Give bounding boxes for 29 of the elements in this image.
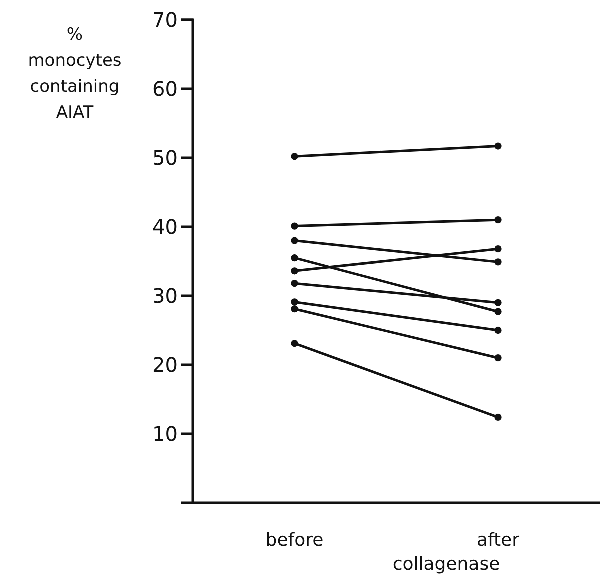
y-axis-title: % monocytes containing AIAT	[28, 25, 122, 123]
point	[494, 216, 502, 224]
point	[291, 153, 298, 160]
y-tick-label: 50	[152, 146, 178, 170]
point	[291, 340, 298, 348]
point	[494, 258, 502, 266]
point	[494, 414, 502, 421]
point	[291, 268, 298, 275]
y-tick-label: 40	[152, 215, 178, 239]
point	[494, 246, 502, 253]
point	[494, 142, 502, 150]
y-tick-label: 60	[152, 77, 178, 101]
point	[291, 222, 298, 230]
y-tick-label: 10	[152, 422, 178, 446]
point	[494, 354, 502, 362]
y-tick-label: 70	[152, 8, 178, 32]
point	[494, 299, 502, 306]
point	[291, 254, 298, 262]
point	[494, 326, 502, 334]
point	[291, 306, 298, 313]
point	[291, 237, 298, 244]
point	[494, 308, 502, 316]
x-tick-label: before	[266, 530, 324, 551]
y-tick-label: 30	[152, 284, 178, 308]
point	[291, 298, 298, 306]
y-tick-label: 20	[152, 353, 178, 377]
x-axis-title: collagenase	[392, 554, 500, 575]
point	[291, 280, 298, 288]
x-tick-label: after	[476, 530, 520, 551]
